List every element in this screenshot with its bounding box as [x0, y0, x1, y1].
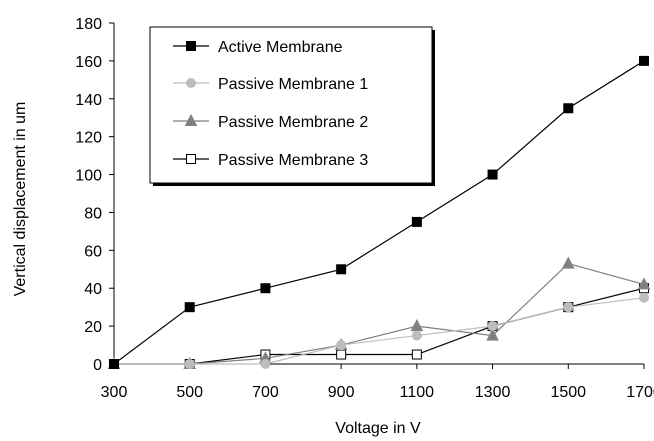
data-point-passive-membrane-1 — [411, 330, 422, 341]
x-tick-label: 1500 — [550, 384, 586, 401]
x-tick-label: 1300 — [475, 384, 511, 401]
legend-marker-active-membrane — [186, 41, 196, 51]
plot-area: 0 20 40 60 80 100 120 140 160 180 300 500 700 900 1100… — [75, 16, 654, 401]
y-tick-label: 180 — [75, 16, 102, 33]
data-point-active-membrane — [563, 103, 574, 114]
y-tick-label: 160 — [75, 54, 102, 71]
data-point-passive-membrane-2 — [561, 256, 575, 269]
legend-label-passive-membrane-1: Passive Membrane 1 — [218, 76, 368, 93]
data-point-active-membrane — [411, 216, 422, 227]
data-point-passive-membrane-1 — [639, 292, 649, 303]
y-tick-label: 20 — [84, 319, 102, 336]
y-tick-label: 120 — [75, 130, 102, 147]
x-tick-label: 700 — [252, 384, 279, 401]
legend-label-passive-membrane-2: Passive Membrane 2 — [218, 114, 368, 131]
y-tick-label: 80 — [84, 205, 102, 222]
x-tick-label: 500 — [176, 384, 203, 401]
series-line-active-membrane — [113, 60, 645, 365]
legend-marker-passive-membrane-1 — [186, 78, 196, 88]
data-point-passive-membrane-1 — [184, 359, 195, 369]
data-point-passive-membrane-2 — [410, 319, 424, 332]
data-point-passive-membrane-1 — [563, 302, 574, 313]
legend-marker-passive-membrane-2 — [184, 113, 198, 126]
series-line-passive-membrane-3 — [114, 287, 645, 365]
x-tick-label: 1700 — [626, 384, 654, 401]
data-point-passive-membrane-3 — [411, 349, 422, 360]
y-tick-label: 0 — [93, 357, 102, 374]
y-tick-label: 100 — [75, 168, 102, 185]
y-tick-label: 140 — [75, 92, 102, 109]
data-point-active-membrane — [487, 169, 498, 180]
x-tick-label: 1100 — [400, 384, 435, 401]
y-tick-label: 40 — [84, 281, 102, 298]
data-point-active-membrane — [336, 264, 347, 275]
data-point-passive-membrane-3 — [336, 349, 347, 360]
legend — [149, 26, 433, 184]
data-point-passive-membrane-2 — [486, 328, 499, 341]
x-tick-label: 300 — [101, 384, 128, 401]
x-axis-label: Voltage in V — [335, 420, 421, 437]
data-point-passive-membrane-2 — [637, 277, 651, 290]
data-point-passive-membrane-1 — [336, 340, 347, 351]
series-line-passive-membrane-2 — [114, 262, 645, 365]
data-point-active-membrane — [109, 359, 119, 369]
y-tick-label: 60 — [84, 243, 102, 260]
data-point-active-membrane — [184, 302, 195, 313]
series-line-passive-membrane-1 — [114, 297, 645, 365]
legend-marker-passive-membrane-3 — [186, 154, 196, 164]
data-point-active-membrane — [639, 55, 649, 66]
data-point-passive-membrane-1 — [260, 359, 271, 369]
data-point-active-membrane — [260, 283, 271, 294]
x-tick-label: 900 — [328, 384, 355, 401]
legend-label-passive-membrane-3: Passive Membrane 3 — [218, 152, 368, 169]
legend-label-active-membrane: Active Membrane — [218, 39, 343, 56]
y-axis-label: Vertical displacement in um — [12, 102, 29, 297]
data-point-passive-membrane-1 — [487, 321, 498, 332]
